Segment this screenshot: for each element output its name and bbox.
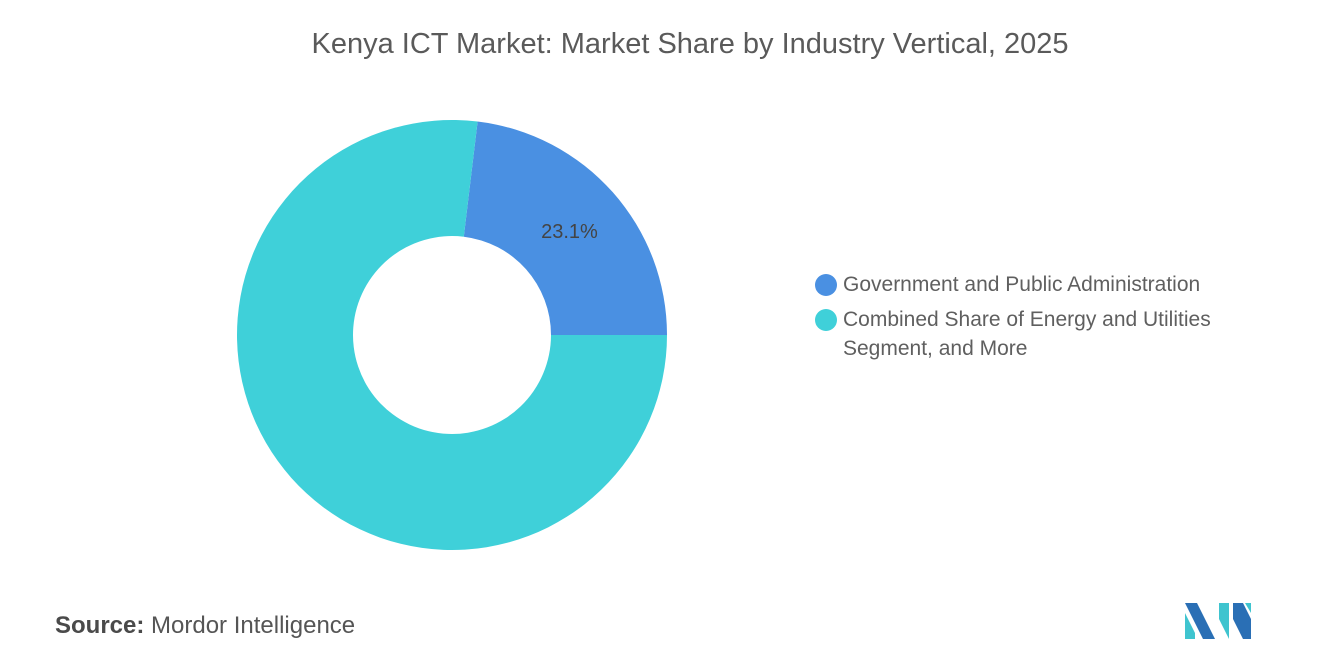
source-label: Source: xyxy=(55,612,145,639)
source-note: Source: Mordor Intelligence xyxy=(55,612,355,640)
slice-0 xyxy=(463,121,667,335)
mordor-intelligence-logo xyxy=(1185,603,1251,639)
legend-item-government[interactable]: Government and Public Administration xyxy=(815,270,1245,299)
legend-label: Government and Public Administration xyxy=(843,273,1201,296)
slice-1 xyxy=(237,120,667,550)
data-label-0: 23.1% xyxy=(541,221,598,243)
legend-swatch-combined xyxy=(815,309,837,331)
legend-item-combined[interactable]: Combined Share of Energy and Utilities S… xyxy=(815,305,1245,363)
legend-swatch-government xyxy=(815,274,837,296)
source-value: Mordor Intelligence xyxy=(151,612,356,639)
legend: Government and Public Administration Com… xyxy=(815,270,1245,369)
chart-title: Kenya ICT Market: Market Share by Indust… xyxy=(311,28,1069,60)
legend-label: Combined Share of Energy and Utilities S… xyxy=(843,308,1211,360)
